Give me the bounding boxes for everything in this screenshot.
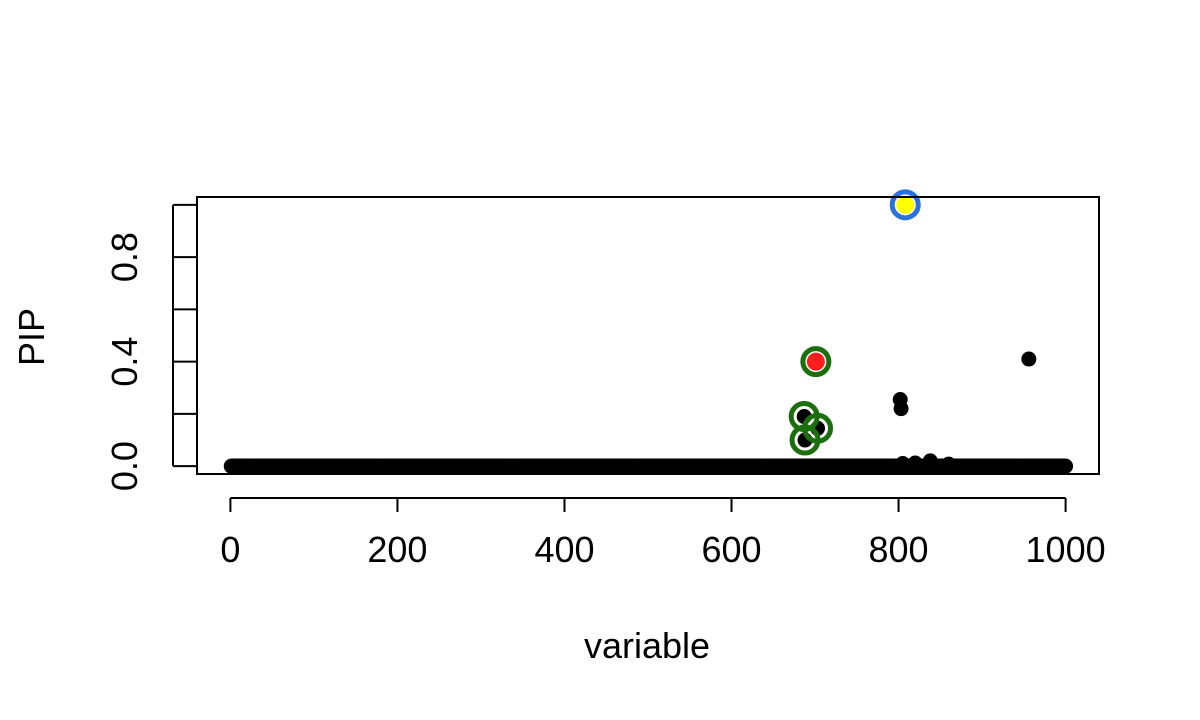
data-point <box>1021 351 1037 367</box>
y-axis-label: PIP <box>11 308 52 366</box>
y-tick-label: 0.4 <box>104 337 145 387</box>
x-axis: 0 200 400 600 800 1000 <box>220 497 1106 570</box>
plot-area <box>223 189 1074 474</box>
data-point <box>941 456 957 472</box>
highlight-ring <box>889 189 921 221</box>
x-tick-label: 600 <box>701 529 761 570</box>
x-tick-label: 400 <box>534 529 594 570</box>
x-axis-label: variable <box>584 625 710 666</box>
data-point <box>907 455 923 471</box>
x-tick-label: 0 <box>220 529 240 570</box>
data-point <box>895 456 911 472</box>
y-tick-label: 0.0 <box>104 441 145 491</box>
data-point <box>1058 458 1074 474</box>
plot-frame <box>196 196 1100 475</box>
x-tick-label: 800 <box>869 529 929 570</box>
highlight-ring <box>800 346 832 378</box>
y-axis: 0.0 0.4 0.8 <box>104 203 197 491</box>
x-tick-label: 1000 <box>1026 529 1106 570</box>
data-point <box>922 453 938 469</box>
y-tick-label: 0.8 <box>104 232 145 282</box>
highlight-ring <box>802 412 834 444</box>
highlighted-point-fill <box>806 352 825 371</box>
x-tick-label: 200 <box>367 529 427 570</box>
highlighted-point-fill <box>896 195 915 214</box>
data-point <box>893 401 909 417</box>
